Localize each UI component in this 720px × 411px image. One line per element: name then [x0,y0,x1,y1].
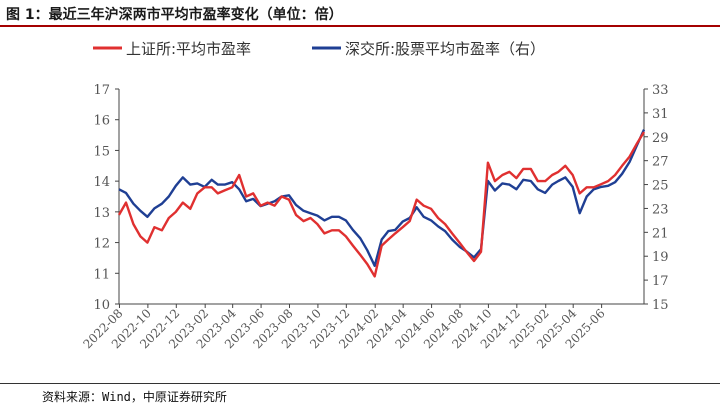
chart-axes [118,89,645,305]
y-tick-label: 11 [93,267,110,282]
y-tick-label: 17 [93,83,110,98]
y2-tick-label: 31 [652,107,669,122]
figure-title: 图 1：最近三年沪深两市平均市盈率变化（单位：倍） [6,7,343,23]
y2-tick-label: 15 [652,298,669,313]
series-line-shanghai [117,131,646,278]
y2-tick-label: 25 [652,179,669,194]
bottom-rule [0,383,720,384]
y-tick-label: 10 [93,298,110,313]
legend: 上证所:平均市盈率 深交所:股票平均市盈率（右） [93,40,545,58]
y2-tick-label: 19 [652,250,669,265]
legend-label-shenzhen: 深交所:股票平均市盈率（右） [345,40,545,58]
y2-tick-label: 21 [652,226,669,241]
y-tick-label: 15 [93,144,110,159]
y2-tick-label: 27 [652,155,669,170]
title-rule [0,25,720,27]
y-tick-label: 16 [93,114,110,129]
line-chart: 上证所:平均市盈率 深交所:股票平均市盈率（右） 10 11 12 13 14 15 16 1… [80,40,669,351]
y2-tick-label: 23 [652,202,669,217]
y2-tick-label: 29 [652,131,669,146]
series-line-shenzhen [118,129,646,267]
y-tick-label: 12 [93,237,110,252]
chart-series [117,129,646,278]
y2-tick-label: 33 [652,83,669,98]
source-note: 资料来源：Wind，中原证券研究所 [42,390,227,404]
y2-tick-label: 17 [652,274,669,289]
legend-label-shanghai: 上证所:平均市盈率 [126,40,251,58]
y-tick-label: 13 [93,206,110,221]
y-tick-label: 14 [93,175,110,190]
